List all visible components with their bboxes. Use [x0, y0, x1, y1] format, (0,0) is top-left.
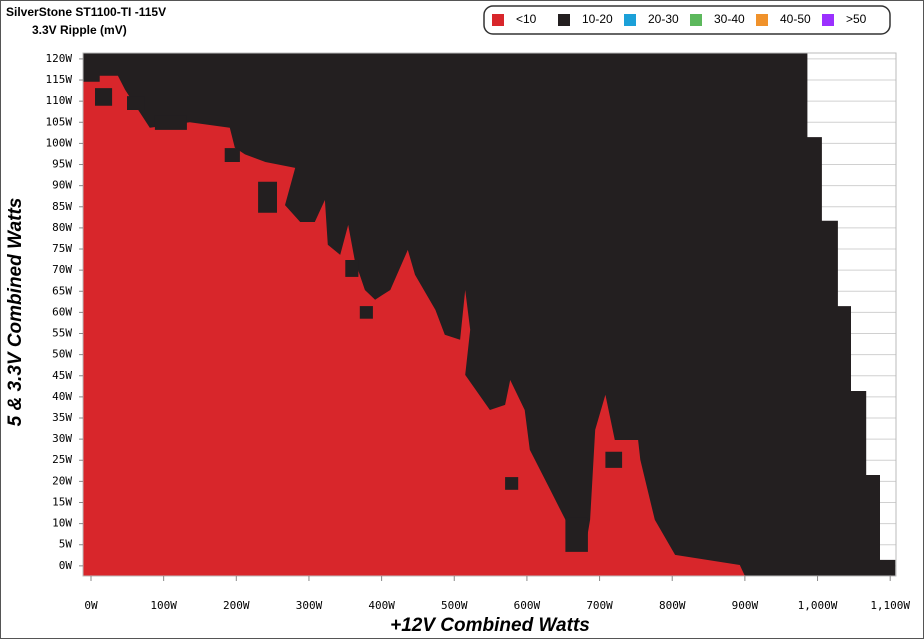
x-tick-label: 400W	[368, 599, 395, 612]
y-tick-label: 70W	[52, 263, 72, 276]
legend-label: 20-30	[648, 12, 679, 26]
x-tick-label: 100W	[150, 599, 177, 612]
region	[95, 88, 113, 106]
chart-subtitle: 3.3V Ripple (mV)	[32, 23, 127, 37]
y-tick-label: 0W	[59, 559, 73, 572]
y-tick-label: 120W	[46, 52, 73, 65]
y-tick-label: 90W	[52, 179, 72, 192]
y-tick-label: 15W	[52, 495, 72, 508]
region	[345, 260, 359, 277]
y-tick-label: 40W	[52, 390, 72, 403]
y-tick-label: 80W	[52, 221, 72, 234]
x-tick-label: 1,100W	[870, 599, 910, 612]
y-tick-label: 95W	[52, 158, 72, 171]
x-axis-title: +12V Combined Watts	[390, 615, 590, 636]
y-tick-label: 65W	[52, 284, 72, 297]
region	[565, 517, 588, 552]
y-tick-label: 60W	[52, 305, 72, 318]
x-tick-label: 700W	[586, 599, 613, 612]
x-tick-label: 900W	[732, 599, 759, 612]
x-tick-label: 200W	[223, 599, 250, 612]
plot-border	[82, 52, 897, 577]
y-tick-label: 75W	[52, 242, 72, 255]
legend-label: 40-50	[780, 12, 811, 26]
region	[127, 96, 145, 110]
x-tick-label: 600W	[514, 599, 541, 612]
y-axis-title: 5 & 3.3V Combined Watts	[5, 198, 26, 427]
region	[359, 306, 373, 319]
legend-box	[483, 5, 891, 35]
legend-swatch	[624, 14, 636, 26]
legend-swatch	[822, 14, 834, 26]
y-tick-label: 85W	[52, 200, 72, 213]
plot-area	[82, 52, 897, 577]
x-tick-label: 0W	[84, 599, 98, 612]
y-tick-label: 50W	[52, 348, 72, 361]
y-tick-label: 105W	[46, 115, 73, 128]
y-tick-label: 5W	[59, 538, 73, 551]
legend-label: 30-40	[714, 12, 745, 26]
legend-swatch	[492, 14, 504, 26]
chart-title: SilverStone ST1100-TI -115V	[6, 5, 166, 19]
y-tick-label: 45W	[52, 369, 72, 382]
legend-swatch	[690, 14, 702, 26]
region	[605, 451, 623, 468]
region	[258, 181, 277, 213]
x-tick-label: 800W	[659, 599, 686, 612]
region	[224, 148, 240, 162]
legend-label: <10	[516, 12, 537, 26]
y-tick-label: 55W	[52, 327, 72, 340]
region	[505, 477, 519, 490]
y-tick-label: 30W	[52, 432, 72, 445]
legend-swatch	[756, 14, 768, 26]
y-tick-label: 10W	[52, 517, 72, 530]
y-tick-label: 115W	[46, 73, 73, 86]
y-tick-label: 35W	[52, 411, 72, 424]
y-tick-label: 25W	[52, 453, 72, 466]
y-tick-label: 100W	[46, 136, 73, 149]
x-tick-label: 500W	[441, 599, 468, 612]
legend-swatch	[558, 14, 570, 26]
x-tick-label: 1,000W	[798, 599, 838, 612]
region	[154, 115, 187, 130]
legend-label: >50	[846, 12, 867, 26]
region	[83, 75, 745, 577]
y-tick-label: 20W	[52, 474, 72, 487]
x-tick-label: 300W	[296, 599, 323, 612]
legend-label: 10-20	[582, 12, 613, 26]
y-tick-label: 110W	[46, 94, 73, 107]
